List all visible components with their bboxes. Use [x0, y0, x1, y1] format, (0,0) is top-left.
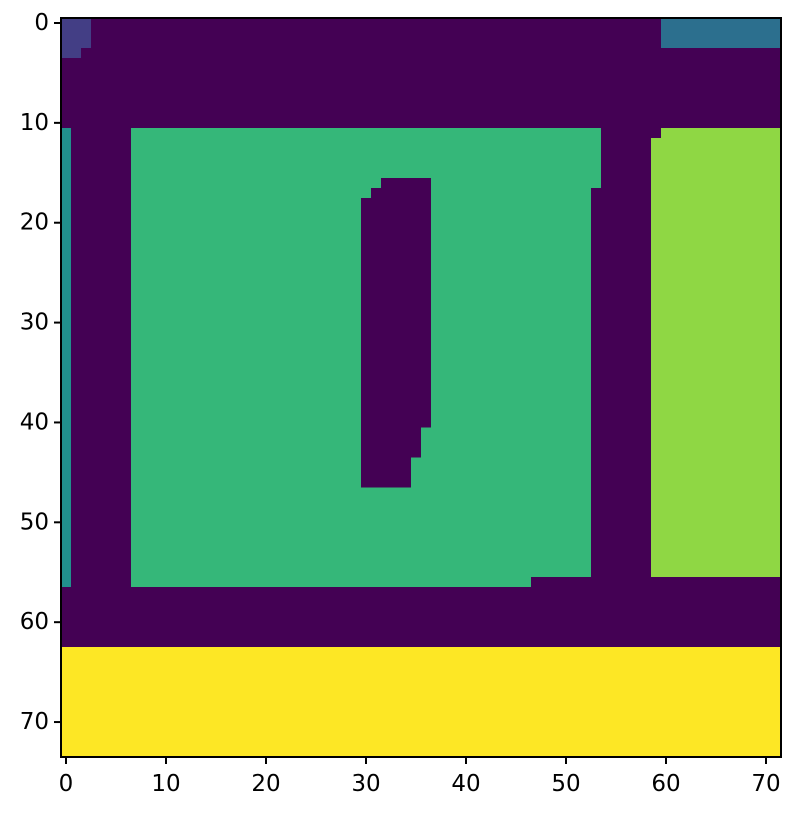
x-tick-label: 40	[451, 771, 480, 797]
heatmap-cell-yellow-bottom	[61, 647, 781, 757]
y-tick-label: 20	[20, 210, 49, 236]
x-tick-label: 0	[59, 771, 74, 797]
heatmap-cell-lime-block	[661, 127, 781, 138]
y-tick-label: 0	[34, 10, 49, 36]
heatmap-cell-hole	[371, 187, 431, 198]
heatmap-cell-hole	[361, 457, 411, 488]
heatmap-cell-hole	[361, 197, 431, 428]
plot-frame	[60, 17, 782, 758]
heatmap-image	[61, 18, 781, 757]
y-tick-label: 50	[20, 509, 49, 535]
y-tick-label: 70	[20, 709, 49, 735]
heatmap-cell-green-block	[131, 577, 531, 588]
x-tick-label: 10	[151, 771, 180, 797]
heatmap-cell-purple-corner	[61, 47, 81, 58]
heatmap-cell-lime-block	[651, 137, 781, 578]
heatmap-cell-hole	[381, 177, 431, 188]
x-tick-label: 50	[551, 771, 580, 797]
x-tick-label: 60	[651, 771, 680, 797]
x-axis: 0 10 20 30 40 50 60 70	[59, 757, 781, 797]
heatmap-cell-blue-top-right	[661, 18, 781, 48]
x-tick-label: 70	[751, 771, 780, 797]
heatmap-cell-teal-strip	[61, 127, 71, 588]
x-tick-label: 30	[351, 771, 380, 797]
y-tick-label: 60	[20, 609, 49, 635]
heatmap-cell-green-block	[131, 127, 601, 188]
y-tick-label: 40	[20, 409, 49, 435]
y-axis: 0 10 20 30 40 50 60 70	[20, 10, 61, 735]
y-tick-label: 30	[20, 310, 49, 336]
x-tick-label: 20	[251, 771, 280, 797]
heatmap-cell-purple-corner	[61, 18, 91, 48]
heatmap-cell-hole	[361, 427, 421, 458]
y-tick-label: 10	[20, 110, 49, 136]
